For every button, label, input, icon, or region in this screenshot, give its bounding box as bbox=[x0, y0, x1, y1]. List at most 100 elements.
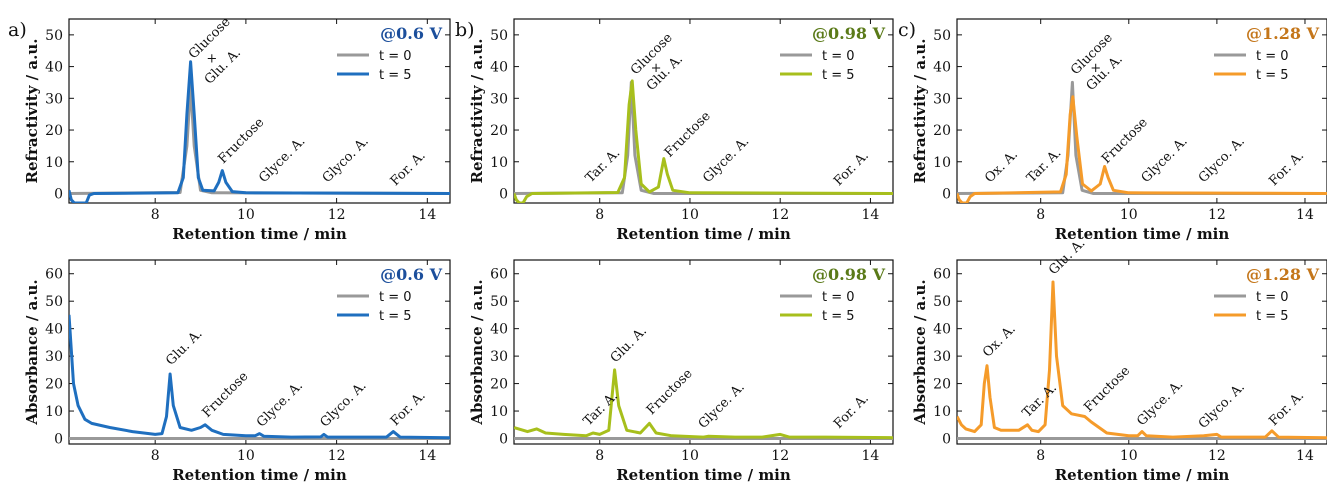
x-axis-label: Retention time / min bbox=[172, 466, 347, 484]
potential-label: @0.6 V bbox=[380, 24, 442, 43]
potential-label: @0.98 V bbox=[812, 265, 886, 284]
x-tick-label: 8 bbox=[595, 448, 604, 464]
y-tick-label: 30 bbox=[45, 349, 63, 365]
y-axis-label: Refractivity / a.u. bbox=[468, 39, 486, 184]
y-tick-label: 20 bbox=[45, 123, 63, 139]
plot-frame bbox=[68, 18, 451, 204]
peak-annotation: Fructose bbox=[644, 366, 696, 418]
peak-annotation: For. A. bbox=[1266, 148, 1307, 189]
y-tick-label: 60 bbox=[45, 267, 63, 283]
chart-panel-a-bot: 8 10 12 14 0 10 20 30 40 50 60 Retention time / min… bbox=[23, 259, 451, 484]
potential-label: @0.6 V bbox=[380, 265, 442, 284]
y-tick-label: 50 bbox=[490, 294, 508, 310]
y-axis-label: Refractivity / a.u. bbox=[23, 39, 41, 184]
y-tick-label: 10 bbox=[45, 404, 63, 420]
y-tick-label: 0 bbox=[54, 432, 63, 448]
peak-annotation: Glyco. A. bbox=[317, 378, 369, 430]
peak-annotation: + bbox=[206, 52, 217, 67]
chart-panel-b-top: 8 10 12 14 0 10 20 30 40 50 Retention time / min Re… bbox=[455, 18, 894, 243]
x-tick-label: 14 bbox=[1296, 207, 1314, 223]
y-tick-label: 20 bbox=[490, 377, 508, 393]
legend-entry: t = 0 bbox=[379, 290, 412, 305]
y-tick-label: 30 bbox=[45, 91, 63, 107]
plot-frame bbox=[513, 18, 894, 204]
plot-frame bbox=[956, 18, 1327, 204]
x-axis-label: Retention time / min bbox=[616, 225, 791, 243]
peak-annotation: For. A. bbox=[1266, 388, 1307, 429]
y-axis-label: Absorbance / a.u. bbox=[23, 279, 41, 425]
y-tick-label: 10 bbox=[490, 404, 508, 420]
peak-annotation: Glyce. A. bbox=[254, 378, 306, 430]
x-axis-label: Retention time / min bbox=[616, 466, 791, 484]
legend-entry: t = 5 bbox=[822, 68, 855, 83]
legend-entry: t = 5 bbox=[1256, 309, 1289, 324]
peak-annotation: For. A. bbox=[831, 391, 872, 432]
y-tick-label: 10 bbox=[45, 155, 63, 171]
y-axis-label: Refractivity / a.u. bbox=[911, 39, 929, 184]
peak-annotation: For. A. bbox=[388, 148, 429, 189]
x-tick-label: 10 bbox=[681, 207, 699, 223]
y-tick-label: 40 bbox=[45, 60, 63, 76]
y-tick-label: 30 bbox=[933, 349, 951, 365]
x-tick-label: 10 bbox=[1120, 207, 1138, 223]
y-axis-label: Absorbance / a.u. bbox=[468, 279, 486, 425]
legend-entry: t = 0 bbox=[1256, 49, 1289, 64]
y-tick-label: 50 bbox=[933, 294, 951, 310]
panel-letter: a) bbox=[8, 19, 27, 41]
x-tick-label: 14 bbox=[862, 207, 880, 223]
x-tick-label: 8 bbox=[595, 207, 604, 223]
x-tick-label: 12 bbox=[328, 207, 346, 223]
x-axis-label: Retention time / min bbox=[1055, 466, 1230, 484]
x-tick-label: 14 bbox=[1296, 448, 1314, 464]
y-tick-label: 60 bbox=[490, 267, 508, 283]
chart-panel-b-bot: 8 10 12 14 0 10 20 30 40 50 60 Retention time / min… bbox=[468, 259, 894, 484]
y-tick-label: 20 bbox=[490, 123, 508, 139]
peak-annotation: Ox. A. bbox=[982, 147, 1021, 186]
x-tick-label: 14 bbox=[862, 448, 880, 464]
peak-annotation: Glyce. A. bbox=[1139, 134, 1191, 186]
series-line-t5 bbox=[514, 79, 893, 203]
peak-annotation: Glyce. A. bbox=[256, 134, 308, 186]
y-tick-label: 0 bbox=[499, 432, 508, 448]
x-tick-label: 12 bbox=[328, 448, 346, 464]
x-tick-label: 12 bbox=[1208, 448, 1226, 464]
peak-annotation: Tar. A. bbox=[1020, 381, 1060, 421]
peak-annotation: Tar. A. bbox=[581, 389, 621, 429]
x-tick-label: 10 bbox=[237, 207, 255, 223]
panel-letter: c) bbox=[898, 19, 916, 41]
y-tick-label: 0 bbox=[942, 186, 951, 202]
series-line-t5 bbox=[69, 314, 450, 440]
peak-annotation: + bbox=[1090, 61, 1101, 76]
peak-annotation: Fructose bbox=[1099, 115, 1151, 167]
y-tick-label: 0 bbox=[54, 186, 63, 202]
y-tick-label: 40 bbox=[933, 322, 951, 338]
y-tick-label: 40 bbox=[490, 60, 508, 76]
peak-annotation: Glyce. A. bbox=[700, 134, 752, 186]
series-line-t5 bbox=[69, 60, 450, 203]
x-axis-label: Retention time / min bbox=[172, 225, 347, 243]
potential-label: @1.28 V bbox=[1246, 24, 1320, 43]
peak-annotation: For. A. bbox=[831, 148, 872, 189]
legend-entry: t = 5 bbox=[822, 309, 855, 324]
y-tick-label: 0 bbox=[942, 432, 951, 448]
peak-annotation: + bbox=[651, 61, 662, 76]
plot-frame bbox=[68, 259, 451, 445]
chart-panel-c-top: 8 10 12 14 0 10 20 30 40 50 Retention time / min Re… bbox=[898, 18, 1327, 243]
plot-frame bbox=[513, 259, 894, 445]
potential-label: @1.28 V bbox=[1246, 265, 1320, 284]
peak-annotation: Glyco. A. bbox=[1196, 134, 1248, 186]
y-tick-label: 30 bbox=[933, 91, 951, 107]
peak-annotation: Ox. A. bbox=[980, 322, 1019, 361]
peak-annotation: Glyce. A. bbox=[1134, 377, 1186, 429]
peak-annotation: Tar. A. bbox=[1024, 146, 1064, 186]
y-tick-label: 10 bbox=[490, 155, 508, 171]
x-tick-label: 12 bbox=[1208, 207, 1226, 223]
chart-panel-c-bot: 8 10 12 14 0 10 20 30 40 50 60 Retention time / min… bbox=[911, 236, 1327, 484]
legend-entry: t = 0 bbox=[822, 290, 855, 305]
x-axis-label: Retention time / min bbox=[1055, 225, 1230, 243]
peak-annotation: Glyco. A. bbox=[320, 134, 372, 186]
y-tick-label: 30 bbox=[490, 349, 508, 365]
y-tick-label: 40 bbox=[45, 322, 63, 338]
chart-panel-a-top: 8 10 12 14 0 10 20 30 40 50 Retention time / min Re… bbox=[8, 14, 451, 243]
